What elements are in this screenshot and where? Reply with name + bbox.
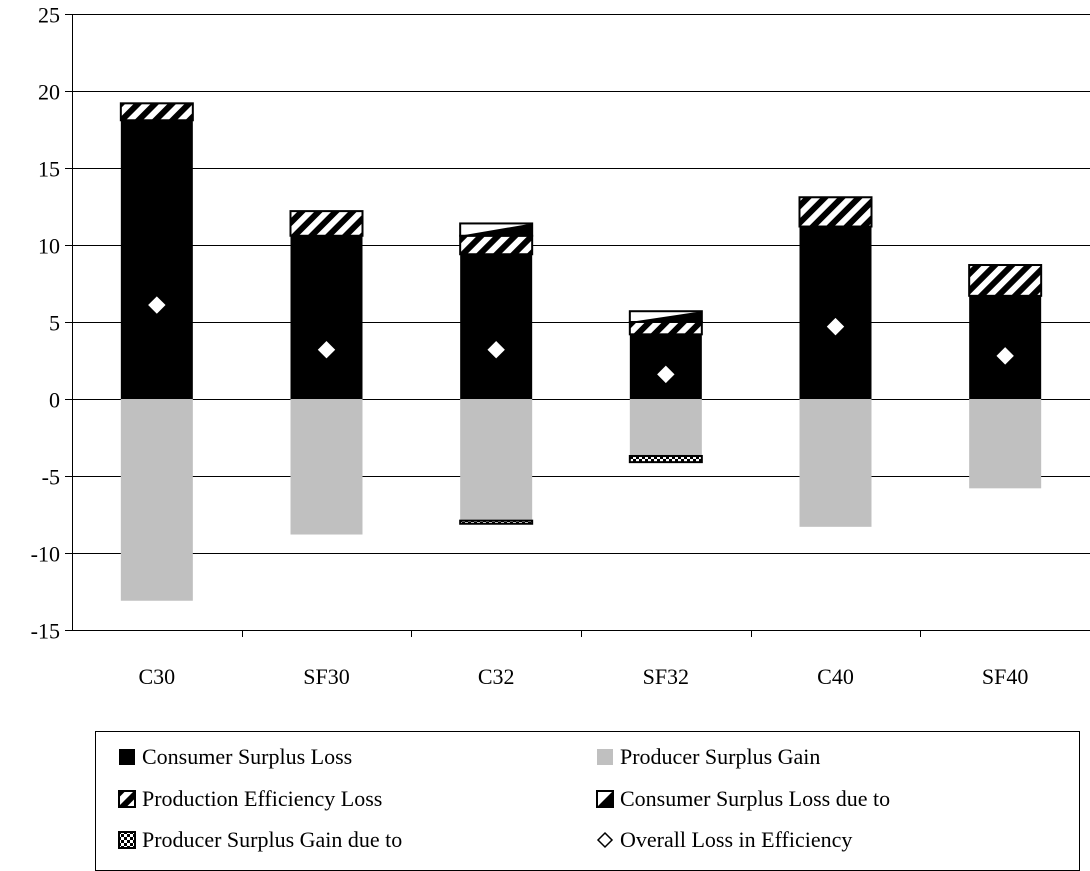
legend-item-consumer-surplus-loss: Consumer Surplus Loss	[118, 744, 352, 770]
legend-label: Consumer Surplus Loss due to	[620, 786, 891, 811]
bar-producer-surplus-gain	[120, 399, 193, 601]
y-tick-label: -5	[42, 465, 60, 490]
overall-loss-marker	[148, 296, 166, 314]
bar-production-efficiency-loss	[289, 210, 364, 237]
y-tick-label: -10	[31, 542, 60, 567]
x-tick-label: SF30	[303, 664, 349, 689]
legend-swatch-solid-black	[119, 749, 135, 765]
bar-producer-surplus-gain-due-to	[628, 454, 703, 464]
bar-producer-surplus-gain	[629, 399, 702, 456]
overall-loss-marker	[657, 365, 675, 384]
overall-loss-marker	[826, 317, 845, 336]
legend-label: Production Efficiency Loss	[142, 786, 383, 811]
overall-loss-marker	[487, 341, 505, 359]
legend-item-producer-surplus-gain-due-to: Producer Surplus Gain due to	[118, 827, 402, 853]
legend-swatch-solid-gray	[597, 749, 613, 765]
bar-producer-surplus-gain	[460, 399, 533, 521]
bar-production-efficiency-loss	[798, 196, 873, 228]
bar-production-efficiency-loss	[628, 321, 703, 336]
bar-production-efficiency-loss	[119, 102, 194, 122]
legend-label: Consumer Surplus Loss	[142, 744, 353, 769]
legend-label: Producer Surplus Gain	[620, 744, 821, 769]
x-tick-label: C32	[478, 664, 515, 689]
bar-consumer-surplus-loss	[460, 254, 533, 399]
bar-producer-surplus-gain	[969, 399, 1042, 489]
gridlines	[72, 14, 1090, 631]
legend-item-production-efficiency-loss: Production Efficiency Loss	[118, 786, 382, 812]
bar-consumer-surplus-loss	[290, 235, 363, 399]
y-tick-label: -15	[31, 619, 60, 644]
bar-consumer-surplus-loss-due-to	[628, 310, 703, 324]
legend-swatch-corner-triangle	[596, 790, 614, 808]
legend-label: Overall Loss in Efficiency	[620, 827, 853, 852]
overall-loss-marker	[317, 341, 336, 359]
bar-production-efficiency-loss	[968, 264, 1043, 297]
overall-loss-marker	[996, 347, 1014, 365]
y-tick-label: 0	[49, 388, 60, 413]
legend-swatch-diagonal-stripes	[118, 790, 136, 808]
legend-item-producer-surplus-gain: Producer Surplus Gain	[596, 744, 820, 770]
stacked-bar-chart: -15 -10 -5 0 5 10 15 20 25 C30 SF30 C32 SF32 C40 SF40	[31, 3, 1090, 689]
bar-producer-surplus-gain	[290, 399, 363, 535]
bars	[119, 102, 1043, 601]
legend-swatch-checker	[118, 831, 136, 849]
axes: -15 -10 -5 0 5 10 15 20 25 C30 SF30 C32 SF32 C40 SF40	[31, 3, 1090, 689]
bar-consumer-surplus-loss-due-to	[459, 222, 534, 237]
legend: Consumer Surplus Loss Producer Surplus G…	[95, 731, 1080, 871]
bar-consumer-surplus-loss	[120, 120, 193, 399]
legend-item-consumer-surplus-loss-due-to: Consumer Surplus Loss due to	[596, 786, 890, 812]
legend-item-overall-loss-in-efficiency: Overall Loss in Efficiency	[596, 827, 852, 853]
x-tick-label: SF40	[982, 664, 1028, 689]
bar-consumer-surplus-loss	[799, 226, 872, 399]
y-tick-label: 10	[38, 234, 60, 259]
y-tick-label: 20	[38, 80, 60, 105]
diamond-icon	[596, 831, 614, 849]
y-tick-label: 5	[49, 311, 60, 336]
y-tick-label: 15	[38, 157, 60, 182]
x-tick-label: SF32	[643, 664, 689, 689]
legend-label: Producer Surplus Gain due to	[142, 827, 403, 852]
x-tick-label: C40	[817, 664, 854, 689]
bar-producer-surplus-gain-due-to	[459, 519, 534, 525]
x-tick-label: C30	[138, 664, 175, 689]
bar-producer-surplus-gain	[799, 399, 872, 527]
bar-production-efficiency-loss	[459, 234, 534, 256]
y-tick-label: 25	[38, 3, 60, 28]
markers	[148, 296, 1014, 384]
